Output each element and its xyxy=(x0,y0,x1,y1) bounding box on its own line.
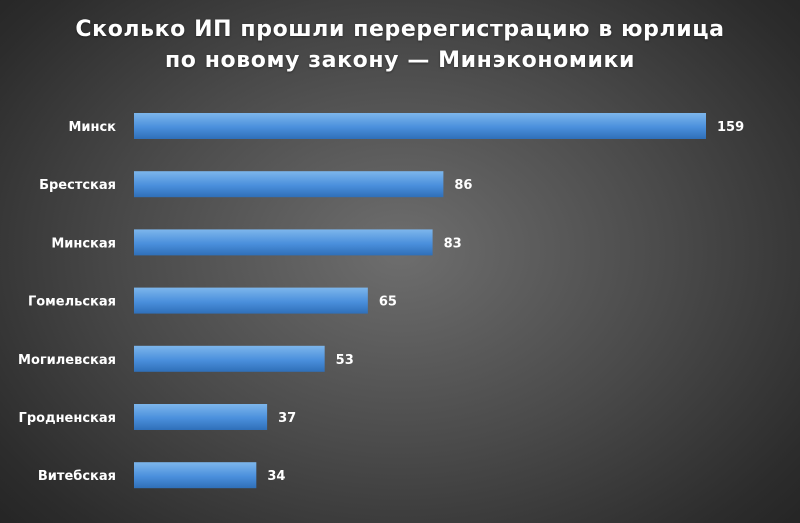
bar-1 xyxy=(134,113,706,139)
value-label: 37 xyxy=(278,411,296,426)
value-label: 83 xyxy=(444,236,462,251)
value-label: 34 xyxy=(267,469,285,484)
bar-6 xyxy=(134,404,268,430)
category-label: Витебская xyxy=(38,469,116,484)
category-label: Гомельская xyxy=(28,295,116,310)
value-label: 65 xyxy=(379,295,397,310)
value-label: 53 xyxy=(336,353,354,368)
bar-3 xyxy=(134,229,433,256)
category-label: Брестская xyxy=(39,178,116,193)
value-label: 159 xyxy=(717,120,744,135)
category-label: Минская xyxy=(51,236,116,251)
bar-5 xyxy=(134,345,325,372)
bar-2 xyxy=(134,171,444,198)
bars-group: Минск 159 Брестская 86 Минская 83 Гомельская 65… xyxy=(18,113,744,489)
value-label: 86 xyxy=(454,178,472,193)
bar-4 xyxy=(134,287,368,314)
category-label: Минск xyxy=(68,120,116,135)
chart-title-line-1: Сколько ИП прошли перерегистрацию в юрли… xyxy=(75,17,725,42)
bar-7 xyxy=(134,462,257,489)
chart-title: Сколько ИП прошли перерегистрацию в юрли… xyxy=(0,14,800,76)
chart-title-line-2: по новому закону — Минэкономики xyxy=(164,48,636,73)
category-label: Могилевская xyxy=(18,353,116,368)
category-label: Гродненская xyxy=(19,411,116,426)
